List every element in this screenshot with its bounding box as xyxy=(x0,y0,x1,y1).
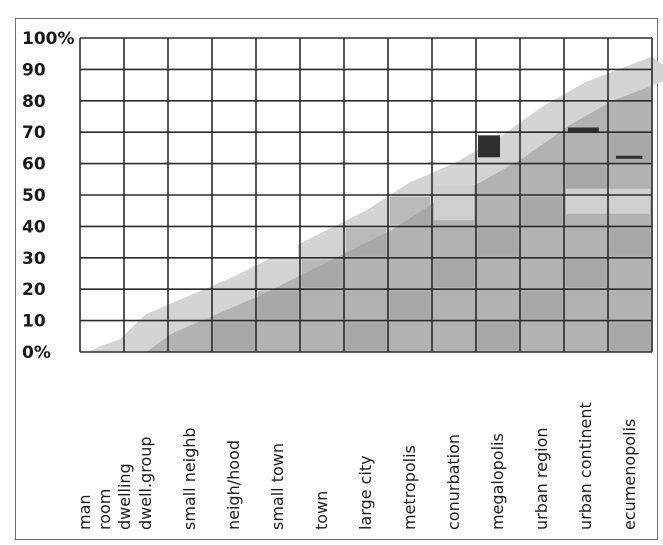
area-texture-cell xyxy=(522,197,562,225)
x-tick-label: urban region xyxy=(532,427,551,530)
area-texture-cell xyxy=(566,165,606,193)
x-tick-label: megalopolis xyxy=(488,433,507,530)
x-axis-ticks: man room dwelling dwell.group small neighb ne… xyxy=(75,402,639,530)
area-texture-cell xyxy=(346,228,386,256)
y-tick-label: 30 xyxy=(22,249,46,269)
x-tick-label: small town xyxy=(268,443,287,530)
x-tick-label: room xyxy=(95,489,114,530)
x-tick-label: town xyxy=(312,491,331,530)
area-texture-cell xyxy=(390,197,430,225)
area-texture-cell xyxy=(522,291,562,319)
area-texture-cell xyxy=(214,322,254,350)
area-texture-cell xyxy=(478,322,518,350)
x-tick-label: neigh/hood xyxy=(224,440,243,530)
y-tick-label: 20 xyxy=(22,280,46,300)
area-layer xyxy=(80,56,663,353)
y-tick-label: 0% xyxy=(22,343,51,363)
x-tick-label: small neighb xyxy=(180,427,199,530)
figure-frame xyxy=(15,18,658,540)
area-texture-cell xyxy=(390,291,430,319)
urban-region-marker xyxy=(568,127,599,133)
megalopolis-marker xyxy=(478,135,500,158)
y-tick-label: 70 xyxy=(22,123,46,143)
y-axis-ticks: 0% 10 20 30 40 50 60 70 80 90 100% xyxy=(22,29,75,363)
area-texture-cell xyxy=(434,259,474,288)
x-tick-label: dwelling xyxy=(115,463,134,530)
x-tick-label: large city xyxy=(356,455,375,530)
x-tick-label: man xyxy=(75,494,94,530)
urban-continent-marker xyxy=(616,155,643,159)
grid-layer xyxy=(79,37,653,353)
area-texture-cell xyxy=(610,322,650,350)
y-tick-label: 10 xyxy=(22,312,46,332)
area-texture-cell xyxy=(258,291,298,319)
area-texture-cell xyxy=(346,322,386,350)
x-tick-label: dwell.group xyxy=(136,436,155,530)
data-area xyxy=(80,56,652,353)
y-tick-label: 90 xyxy=(22,60,46,80)
area-texture-cell xyxy=(566,259,606,288)
area-texture-cell xyxy=(302,259,342,288)
data-area-edge xyxy=(80,56,663,352)
y-tick-label: 60 xyxy=(22,155,46,175)
area-texture-cell xyxy=(478,228,518,256)
x-tick-label: metropolis xyxy=(400,445,419,530)
y-tick-label: 100% xyxy=(22,29,75,49)
y-tick-label: 40 xyxy=(22,217,46,237)
x-tick-label: conurbation xyxy=(444,434,463,530)
y-tick-label: 50 xyxy=(22,186,46,206)
x-tick-label: urban continent xyxy=(576,402,595,530)
x-tick-label: ecumenopolis xyxy=(620,419,639,530)
small-neighb-cell xyxy=(258,226,298,258)
y-tick-label: 80 xyxy=(22,92,46,112)
area-texture-cell xyxy=(610,228,650,256)
metropolis-cell xyxy=(434,185,474,221)
